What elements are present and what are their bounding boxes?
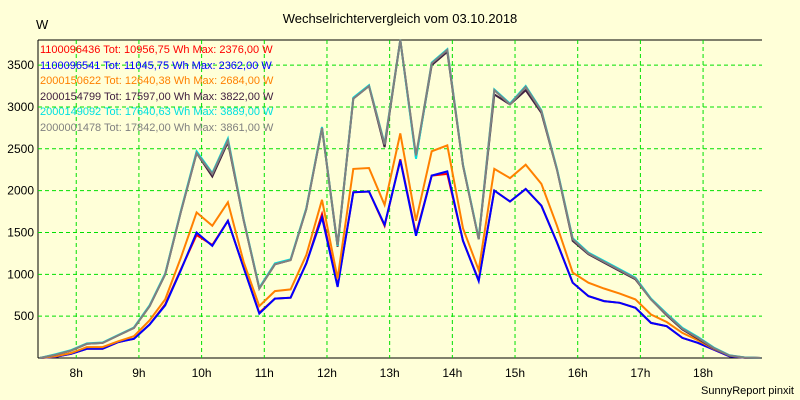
y-axis-label: W (36, 17, 49, 32)
legend-entry: 1100096541 Tot: 11045,75 Wh Max: 2362,00… (40, 59, 272, 72)
x-tick-label: 13h (380, 366, 400, 380)
series-line-1 (39, 160, 761, 359)
x-tick-label: 11h (255, 366, 274, 380)
legend: 1100096436 Tot: 10956,75 Wh Max: 2376,00… (40, 43, 273, 136)
y-tick-label: 2500 (7, 142, 34, 156)
legend-entry: 1100096436 Tot: 10956,75 Wh Max: 2376,00… (40, 44, 273, 56)
x-tick-label: 17h (630, 366, 650, 380)
series-line-2 (39, 133, 761, 359)
x-tick-label: 9h (132, 366, 145, 380)
legend-entry: 2000001478 Tot: 17842,00 Wh Max: 3861,00… (40, 121, 274, 134)
y-tick-label: 3500 (7, 58, 34, 72)
x-tick-label: 10h (192, 366, 212, 380)
chart-title: Wechselrichtervergleich vom 03.10.2018 (282, 11, 518, 26)
series-line-0 (39, 158, 761, 359)
x-tick-label: 8h (70, 366, 83, 380)
legend-entry: 2000149092 Tot: 17640,63 Wh Max: 3889,00… (40, 106, 274, 118)
series-line-5 (39, 39, 761, 359)
y-tick-label: 1000 (7, 267, 34, 281)
x-tick-label: 16h (568, 366, 588, 380)
y-tick-label: 500 (14, 309, 34, 323)
x-tick-label: 18h (693, 366, 713, 380)
legend-entry: 2000150622 Tot: 12640,38 Wh Max: 2684,00… (40, 75, 274, 87)
legend-entry: 2000154799 Tot: 17597,00 Wh Max: 3822,00… (40, 90, 274, 103)
y-tick-label: 1500 (7, 225, 34, 239)
y-tick-label: 3000 (7, 100, 34, 114)
x-tick-label: 15h (505, 366, 525, 380)
y-tick-label: 2000 (7, 184, 34, 198)
footer-credit: SunnyReport pinxit (701, 385, 794, 397)
x-tick-label: 14h (442, 366, 462, 380)
x-tick-label: 12h (317, 366, 337, 380)
